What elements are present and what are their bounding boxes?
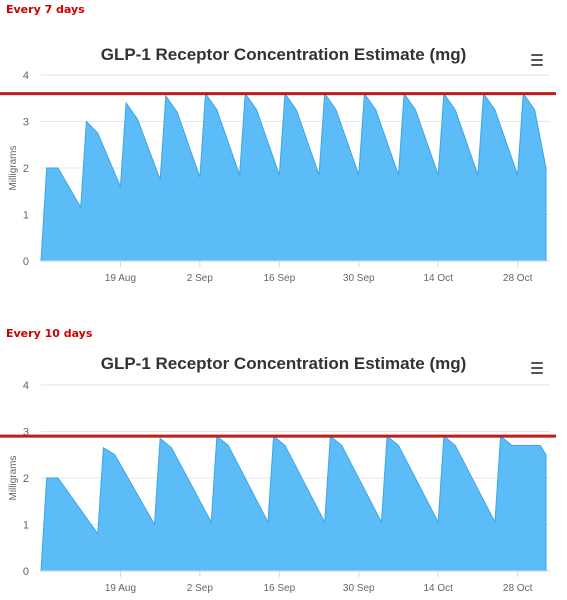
concentration-area	[40, 92, 547, 262]
y-tick-label: 3	[23, 427, 29, 439]
chart-title: GLP-1 Receptor Concentration Estimate (m…	[100, 45, 467, 64]
y-tick-label: 3	[23, 117, 29, 129]
x-tick-label: 28 Oct	[503, 583, 533, 594]
concentration-area	[40, 435, 547, 572]
y-axis-label: Milligrams	[8, 146, 19, 191]
y-tick-label: 4	[23, 380, 29, 392]
chart-weekly: 0 1 2 3 4 Milligrams 19 Aug 2 Sep 16 Sep 30 Sep 14…	[0, 70, 556, 284]
x-tick-label: 19 Aug	[105, 273, 136, 284]
x-tick-label: 30 Sep	[343, 583, 375, 594]
x-tick-label: 28 Oct	[503, 273, 533, 284]
y-tick-label: 2	[23, 163, 29, 175]
y-axis-label: Milligrams	[8, 456, 19, 501]
x-tick-label: 14 Oct	[423, 583, 453, 594]
x-tick-label: 16 Sep	[263, 583, 295, 594]
x-tick-label: 14 Oct	[423, 273, 453, 284]
chart-title: GLP-1 Receptor Concentration Estimate (m…	[100, 354, 467, 373]
y-tick-label: 1	[23, 520, 29, 532]
y-tick-label: 2	[23, 473, 29, 485]
y-tick-label: 0	[23, 566, 29, 578]
y-tick-label: 4	[23, 70, 29, 82]
x-tick-label: 30 Sep	[343, 273, 375, 284]
x-tick-label: 2 Sep	[187, 583, 214, 594]
y-tick-label: 1	[23, 210, 29, 222]
section-label-weekly: Every 7 days	[6, 3, 85, 16]
hamburger-menu-icon[interactable]	[529, 53, 545, 67]
y-tick-label: 0	[23, 256, 29, 268]
x-tick-label: 16 Sep	[263, 273, 295, 284]
hamburger-menu-icon[interactable]	[529, 361, 545, 375]
x-tick-label: 19 Aug	[105, 583, 136, 594]
section-label-every-10-days: Every 10 days	[6, 327, 93, 340]
x-tick-label: 2 Sep	[187, 273, 214, 284]
